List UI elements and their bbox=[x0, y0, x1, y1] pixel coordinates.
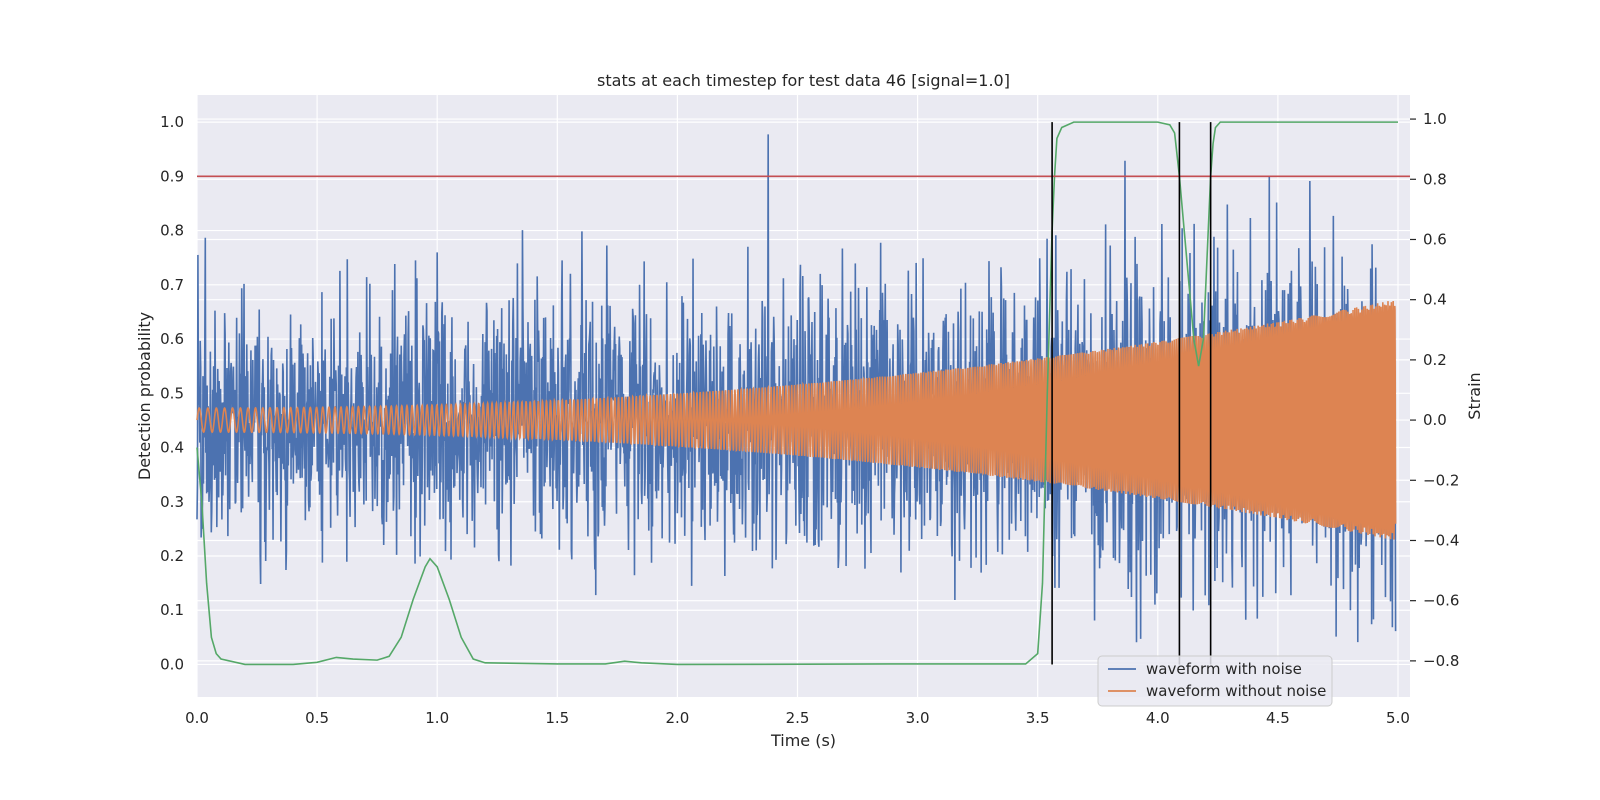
y-left-tick-label: 0.3 bbox=[160, 493, 184, 511]
y-left-tick-label: 0.9 bbox=[160, 167, 184, 185]
y-right-tick-label: −0.8 bbox=[1423, 652, 1459, 670]
y-left-tick-label: 0.8 bbox=[160, 222, 184, 240]
x-tick-label: 5.0 bbox=[1386, 709, 1410, 727]
y-right-tick-label: −0.2 bbox=[1423, 471, 1459, 489]
x-tick-label: 4.5 bbox=[1266, 709, 1290, 727]
x-tick-label: 2.5 bbox=[786, 709, 810, 727]
chart-title: stats at each timestep for test data 46 … bbox=[597, 71, 1010, 90]
x-tick-label: 4.0 bbox=[1146, 709, 1170, 727]
series-line-waveform-without-noise bbox=[196, 300, 1397, 540]
x-tick-label: 0.0 bbox=[185, 709, 209, 727]
y-right-tick-label: 0.8 bbox=[1423, 170, 1447, 188]
x-tick-label: 3.5 bbox=[1026, 709, 1050, 727]
y-axis-left-label: Detection probability bbox=[135, 312, 154, 480]
y-right-tick-label: 1.0 bbox=[1423, 110, 1447, 128]
y-right-tick-label: 0.2 bbox=[1423, 351, 1447, 369]
y-left-tick-label: 1.0 bbox=[160, 113, 184, 131]
y-axis-right-label: Strain bbox=[1465, 372, 1484, 419]
series-line-detection-probability bbox=[196, 121, 1398, 666]
y-left-tick-label: 0.7 bbox=[160, 276, 184, 294]
legend-label: waveform with noise bbox=[1146, 660, 1302, 678]
y-left-tick-label: 0.2 bbox=[160, 547, 184, 565]
y-right-tick-label: −0.6 bbox=[1423, 592, 1459, 610]
x-tick-label: 0.5 bbox=[305, 709, 329, 727]
legend: waveform with noise waveform without nois… bbox=[1097, 655, 1333, 707]
y-left-tick-label: 0.0 bbox=[160, 655, 184, 673]
y-left-tick-label: 0.5 bbox=[160, 384, 184, 402]
y-right-tick-label: −0.4 bbox=[1423, 531, 1459, 549]
x-tick-label: 1.5 bbox=[545, 709, 569, 727]
data-layer bbox=[196, 121, 1410, 666]
legend-box bbox=[1097, 655, 1333, 707]
x-tick-label: 2.0 bbox=[665, 709, 689, 727]
y-left-tick-label: 0.4 bbox=[160, 439, 184, 457]
y-left-tick-label: 0.6 bbox=[160, 330, 184, 348]
legend-label: waveform without noise bbox=[1146, 682, 1326, 700]
y-right-tick-label: 0.6 bbox=[1423, 230, 1447, 248]
x-axis-label: Time (s) bbox=[770, 731, 836, 750]
y-right-tick-label: 0.4 bbox=[1423, 291, 1447, 309]
x-tick-label: 1.0 bbox=[425, 709, 449, 727]
y-right-tick-label: 0.0 bbox=[1423, 411, 1447, 429]
y-left-tick-label: 0.1 bbox=[160, 601, 184, 619]
axes-layer: 0.0 0.5 1.0 1.5 2.0 2.5 3.0 3.5 4.0 4.5 5.0 0.0 0.1 0… bbox=[160, 110, 1459, 727]
x-tick-label: 3.0 bbox=[906, 709, 930, 727]
